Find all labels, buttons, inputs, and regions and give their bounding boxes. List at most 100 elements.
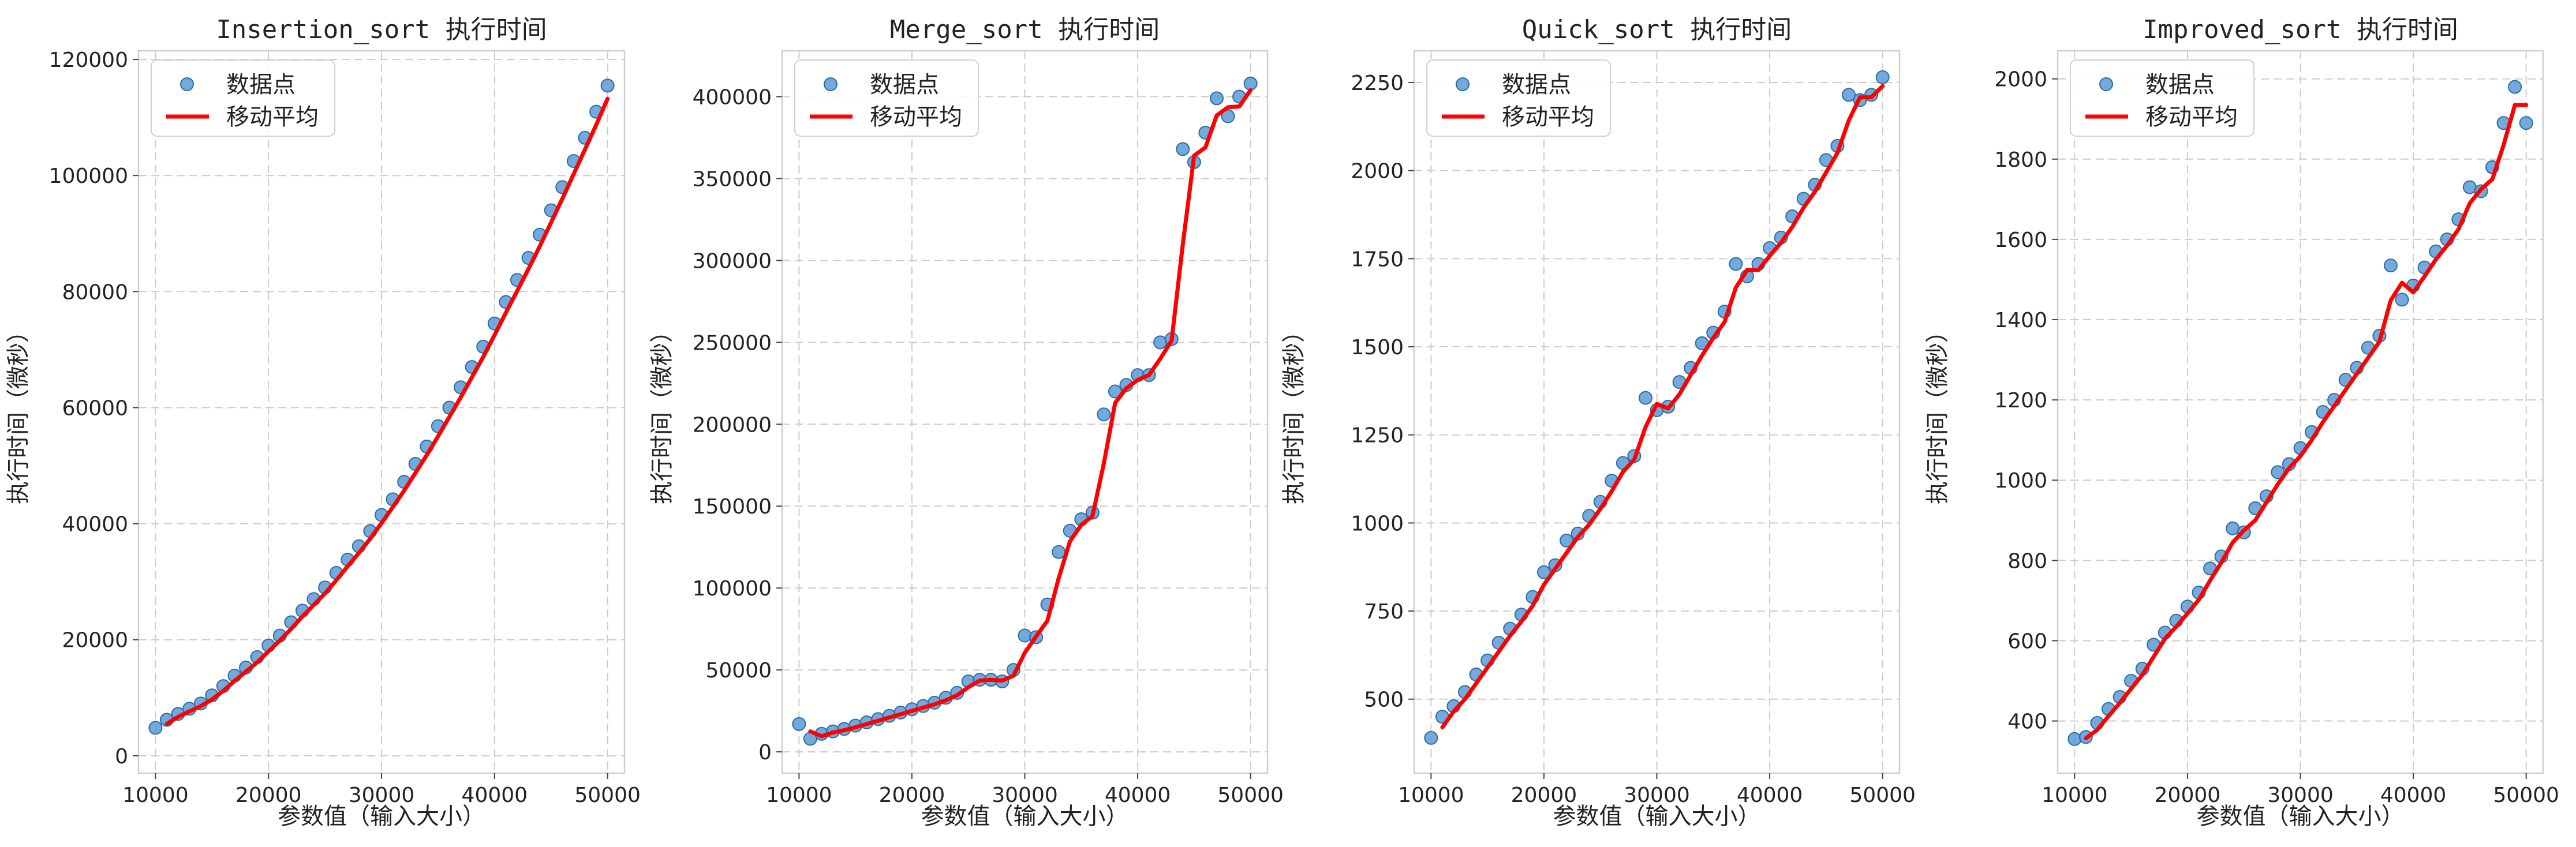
y-tick-label: 1600 [1994, 228, 2047, 252]
y-tick-label: 100000 [693, 577, 772, 601]
y-tick-label: 1250 [1351, 424, 1404, 448]
y-tick-label: 800 [2007, 549, 2047, 573]
y-tick-label: 2250 [1351, 72, 1404, 95]
y-tick-label: 40000 [62, 513, 128, 537]
y-axis-label: 执行时间（微秒） [1281, 320, 1307, 504]
x-tick-label: 30000 [2267, 784, 2334, 807]
y-axis-label: 执行时间（微秒） [649, 320, 675, 504]
x-tick-label: 50000 [574, 784, 641, 807]
data-point [1052, 545, 1066, 559]
chart-panel-3: 10000 20000 30000 40000 50000 500 750 1000 1250 1… [1281, 15, 1916, 830]
legend-marker-points [180, 77, 194, 91]
x-axis-label: 参数值（输入大小） [278, 803, 485, 830]
y-tick-label: 120000 [49, 48, 128, 72]
moving-average-line [1440, 84, 1885, 730]
x-tick-label: 30000 [992, 784, 1058, 807]
legend-label-line: 移动平均 [2145, 104, 2238, 130]
data-point [1221, 109, 1235, 123]
data-point [600, 78, 615, 93]
data-point [1875, 70, 1890, 84]
x-tick-label: 40000 [2380, 784, 2447, 807]
y-tick-label: 80000 [62, 280, 128, 304]
chart-title: Improved_sort 执行时间 [2143, 15, 2458, 44]
x-axis-label: 参数值（输入大小） [2197, 803, 2405, 830]
x-tick-label: 10000 [766, 784, 832, 807]
y-axis-label: 执行时间（微秒） [1924, 320, 1951, 504]
data-point [1097, 407, 1111, 422]
legend-label-line: 移动平均 [226, 104, 319, 130]
x-axis-label: 参数值（输入大小） [1553, 803, 1761, 830]
moving-average-line [164, 96, 610, 726]
y-tick-label: 1800 [1994, 148, 2047, 172]
x-tick-label: 40000 [462, 784, 528, 807]
y-tick-label: 0 [115, 745, 128, 769]
y-tick-label: 400 [2007, 710, 2047, 734]
y-tick-label: 60000 [62, 396, 128, 420]
y-tick-label: 0 [758, 741, 772, 764]
y-tick-label: 750 [1364, 600, 1404, 624]
x-tick-label: 50000 [1217, 784, 1284, 807]
chart-panel-4: 10000 20000 30000 40000 50000 400 600 800 1000 12… [1924, 15, 2559, 830]
x-tick-label: 20000 [879, 784, 945, 807]
y-tick-label: 150000 [693, 495, 772, 519]
y-tick-label: 350000 [693, 167, 772, 191]
chart-title: Insertion_sort 执行时间 [216, 15, 547, 44]
x-tick-label: 40000 [1737, 784, 1803, 807]
data-point [2519, 116, 2533, 130]
y-tick-label: 1500 [1351, 336, 1404, 359]
x-tick-label: 20000 [235, 784, 302, 807]
legend-marker-points [1456, 77, 1470, 91]
legend-label-points: 数据点 [1502, 72, 1571, 98]
data-point [1018, 628, 1032, 643]
data-point [1209, 91, 1224, 106]
x-tick-label: 50000 [1849, 784, 1916, 807]
x-tick-label: 10000 [122, 784, 189, 807]
y-tick-label: 20000 [62, 629, 128, 653]
y-tick-label: 100000 [49, 164, 128, 188]
data-point [148, 721, 163, 735]
y-tick-label: 1000 [1351, 512, 1404, 535]
y-axis-label: 执行时间（微秒） [5, 320, 32, 504]
legend-label-line: 移动平均 [1502, 104, 1594, 130]
legend-marker-points [824, 77, 838, 91]
y-tick-label: 1750 [1351, 248, 1404, 271]
data-point [2067, 732, 2082, 746]
y-tick-label: 600 [2007, 629, 2047, 653]
chart-panel-1: 10000 20000 30000 40000 50000 0 20000 40000 6000… [5, 15, 641, 830]
moving-average-line [808, 88, 1253, 739]
chart-title: Merge_sort 执行时间 [890, 15, 1160, 44]
x-tick-label: 10000 [2042, 784, 2108, 807]
y-tick-label: 1000 [1994, 469, 2047, 493]
legend-label-points: 数据点 [870, 72, 939, 98]
x-tick-label: 50000 [2493, 784, 2559, 807]
legend-label-points: 数据点 [226, 72, 296, 98]
y-tick-label: 200000 [693, 413, 772, 437]
x-tick-label: 40000 [1105, 784, 1171, 807]
y-tick-label: 2000 [1351, 160, 1404, 183]
x-tick-label: 30000 [349, 784, 415, 807]
y-tick-label: 2000 [1994, 68, 2047, 92]
data-point [1841, 88, 1856, 102]
chart-title: Quick_sort 执行时间 [1522, 15, 1792, 44]
data-point [1153, 335, 1168, 350]
data-point [1729, 257, 1743, 271]
data-point [1638, 391, 1652, 405]
chart-panel-2: 10000 20000 30000 40000 50000 0 50000 100000 150… [649, 15, 1284, 830]
x-axis-label: 参数值（输入大小） [921, 803, 1129, 830]
data-point [2383, 258, 2398, 273]
data-point [2395, 293, 2409, 307]
data-point [792, 717, 806, 731]
x-tick-label: 20000 [1511, 784, 1577, 807]
y-tick-label: 1400 [1994, 309, 2047, 332]
x-tick-label: 10000 [1398, 784, 1464, 807]
legend-marker-points [2099, 77, 2113, 91]
legend-label-points: 数据点 [2145, 72, 2215, 98]
data-point [1243, 76, 1258, 91]
x-tick-label: 20000 [2155, 784, 2221, 807]
x-tick-label: 30000 [1624, 784, 1690, 807]
